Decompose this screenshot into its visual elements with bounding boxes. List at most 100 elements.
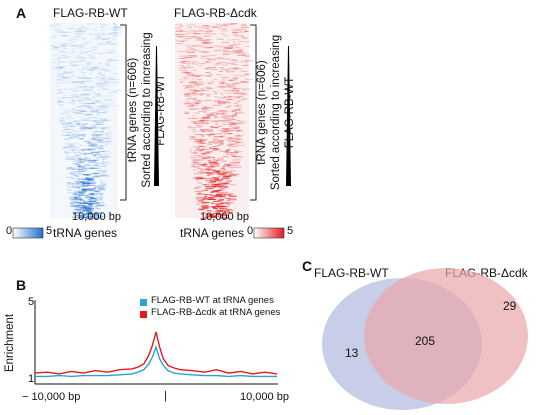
heatmap-dcdk-cell <box>220 188 226 190</box>
heatmap-dcdk-cell <box>235 28 240 30</box>
heatmap-dcdk-cell <box>185 75 192 77</box>
heatmap-dcdk-cell <box>210 195 217 197</box>
heatmap-wt-cell <box>79 81 86 83</box>
heatmap-wt-cell <box>88 114 92 116</box>
heatmap-wt-cell <box>91 57 97 58</box>
heatmap-wt-cell <box>59 104 63 106</box>
heatmap-dcdk-cell <box>233 41 236 42</box>
heatmap-wt-cell <box>63 88 73 90</box>
heatmap-dcdk-cell <box>214 120 219 122</box>
heatmap-dcdk-cell <box>229 89 238 91</box>
heatmap-wt-cell <box>112 67 120 69</box>
heatmap-wt-cell <box>75 154 82 156</box>
legend-label-dcdk: FLAG-RB-Δcdk at tRNA genes <box>151 307 281 318</box>
heatmap-dcdk-cell <box>231 123 239 125</box>
heatmap-wt-cell <box>100 173 105 175</box>
heatmap-wt-cell <box>82 89 87 90</box>
heatmap-dcdk-cell <box>218 174 225 176</box>
heatmap-wt-cell <box>114 31 122 33</box>
heatmap-dcdk-cell <box>206 210 212 212</box>
heatmap-wt-cell <box>87 185 96 186</box>
heatmap-dcdk-cell <box>205 189 209 191</box>
heatmap-wt-cell <box>97 140 103 142</box>
heatmap-dcdk-cell <box>239 31 247 33</box>
heatmap-wt-cell <box>68 145 74 147</box>
heatmap-wt-cell <box>71 199 77 201</box>
heatmap-wt-cell <box>65 176 73 178</box>
heatmap-wt-cell <box>96 137 104 139</box>
heatmap-dcdk-cell <box>196 79 202 81</box>
heatmap-wt-cell <box>77 30 87 32</box>
heatmap-wt-cell <box>95 100 101 102</box>
heatmap-dcdk-cell <box>188 55 197 56</box>
heatmap-wt-cell <box>97 62 102 64</box>
heatmap-dcdk-cell <box>201 158 207 160</box>
heatmap-dcdk-cell <box>178 36 185 38</box>
heatmap-dcdk-cell <box>195 186 201 188</box>
heatmap-wt-cell <box>96 196 104 198</box>
heatmap-dcdk-cell <box>226 131 230 133</box>
heatmap-dcdk-cell <box>235 130 240 132</box>
heatmap-dcdk-cell <box>207 173 214 175</box>
heatmap-dcdk-cell <box>220 206 227 208</box>
heatmap-dcdk-cell <box>235 112 244 114</box>
heatmap-wt-cell <box>109 52 112 54</box>
heatmap-dcdk-cell <box>225 111 230 113</box>
heatmap-wt-cell <box>85 62 91 64</box>
heatmap-dcdk-cell <box>208 182 214 184</box>
heatmap-wt-cell <box>76 122 80 124</box>
heatmap-wt-cell <box>93 211 98 213</box>
heatmap-dcdk-cell <box>194 139 202 141</box>
heatmap-wt-cell <box>101 151 104 153</box>
heatmap-wt-cell <box>99 139 105 140</box>
heatmap-dcdk-cell <box>206 117 210 119</box>
heatmap-dcdk-cell <box>243 52 248 54</box>
heatmap-wt-cell <box>75 96 82 98</box>
heatmap-wt-cell <box>64 138 69 140</box>
heatmap-dcdk-cell <box>208 161 217 163</box>
heatmap-dcdk-cell <box>245 78 253 80</box>
heatmap-wt-cell <box>78 102 84 104</box>
heatmap-dcdk-cell <box>220 183 229 185</box>
heatmap-dcdk-cell <box>225 70 229 72</box>
heatmap-wt-cell <box>92 144 98 146</box>
heatmap-dcdk-cell <box>195 198 202 200</box>
heatmap-dcdk-cell <box>176 30 179 32</box>
heatmap-dcdk-cell <box>204 75 211 77</box>
heatmap-wt-cell <box>107 37 114 39</box>
heatmap-wt-cell <box>76 57 79 59</box>
heatmap-dcdk-cell <box>212 207 216 209</box>
heatmap-wt-cell <box>103 85 110 86</box>
heatmap-wt-cell <box>94 65 103 67</box>
heatmap-dcdk-cell <box>189 109 196 110</box>
heatmap-wt-cell <box>57 101 61 103</box>
heatmap-dcdk-cell <box>213 66 217 68</box>
heatmap-wt-cell <box>82 183 91 185</box>
heatmap-dcdk-cell <box>234 105 239 107</box>
heatmap-wt-cell <box>91 131 97 133</box>
heatmap-dcdk-cell <box>204 68 213 70</box>
heatmap-wt-cell <box>69 198 75 200</box>
heatmap-wt-cell <box>72 75 76 76</box>
heatmap-dcdk-cell <box>234 150 238 152</box>
heatmap-wt-cell <box>100 185 108 187</box>
heatmap-wt-cell <box>89 144 95 146</box>
heatmap-wt-cell <box>111 39 115 41</box>
heatmap-dcdk-cell <box>187 102 190 104</box>
heatmap-wt-cell <box>105 104 112 106</box>
heatmap-wt-cell <box>68 146 77 148</box>
heatmap-wt-cell <box>64 56 72 58</box>
heatmap-dcdk-cell <box>182 62 191 64</box>
heatmap-wt-cell <box>102 105 106 107</box>
heatmap-dcdk-cell <box>218 209 224 211</box>
heatmap-wt-cell <box>82 66 90 68</box>
heatmap-wt-cell <box>84 196 94 198</box>
heatmap-wt-cell <box>73 38 76 40</box>
heatmap-wt-cell <box>79 83 86 84</box>
heatmap-dcdk-cell <box>181 34 185 36</box>
heatmap-wt-cell <box>114 24 118 26</box>
heatmap-dcdk-cell <box>238 121 246 123</box>
heatmap-wt-cell <box>106 139 109 141</box>
heatmap-wt-cell <box>62 126 68 128</box>
heatmap-dcdk-cell <box>210 179 219 181</box>
